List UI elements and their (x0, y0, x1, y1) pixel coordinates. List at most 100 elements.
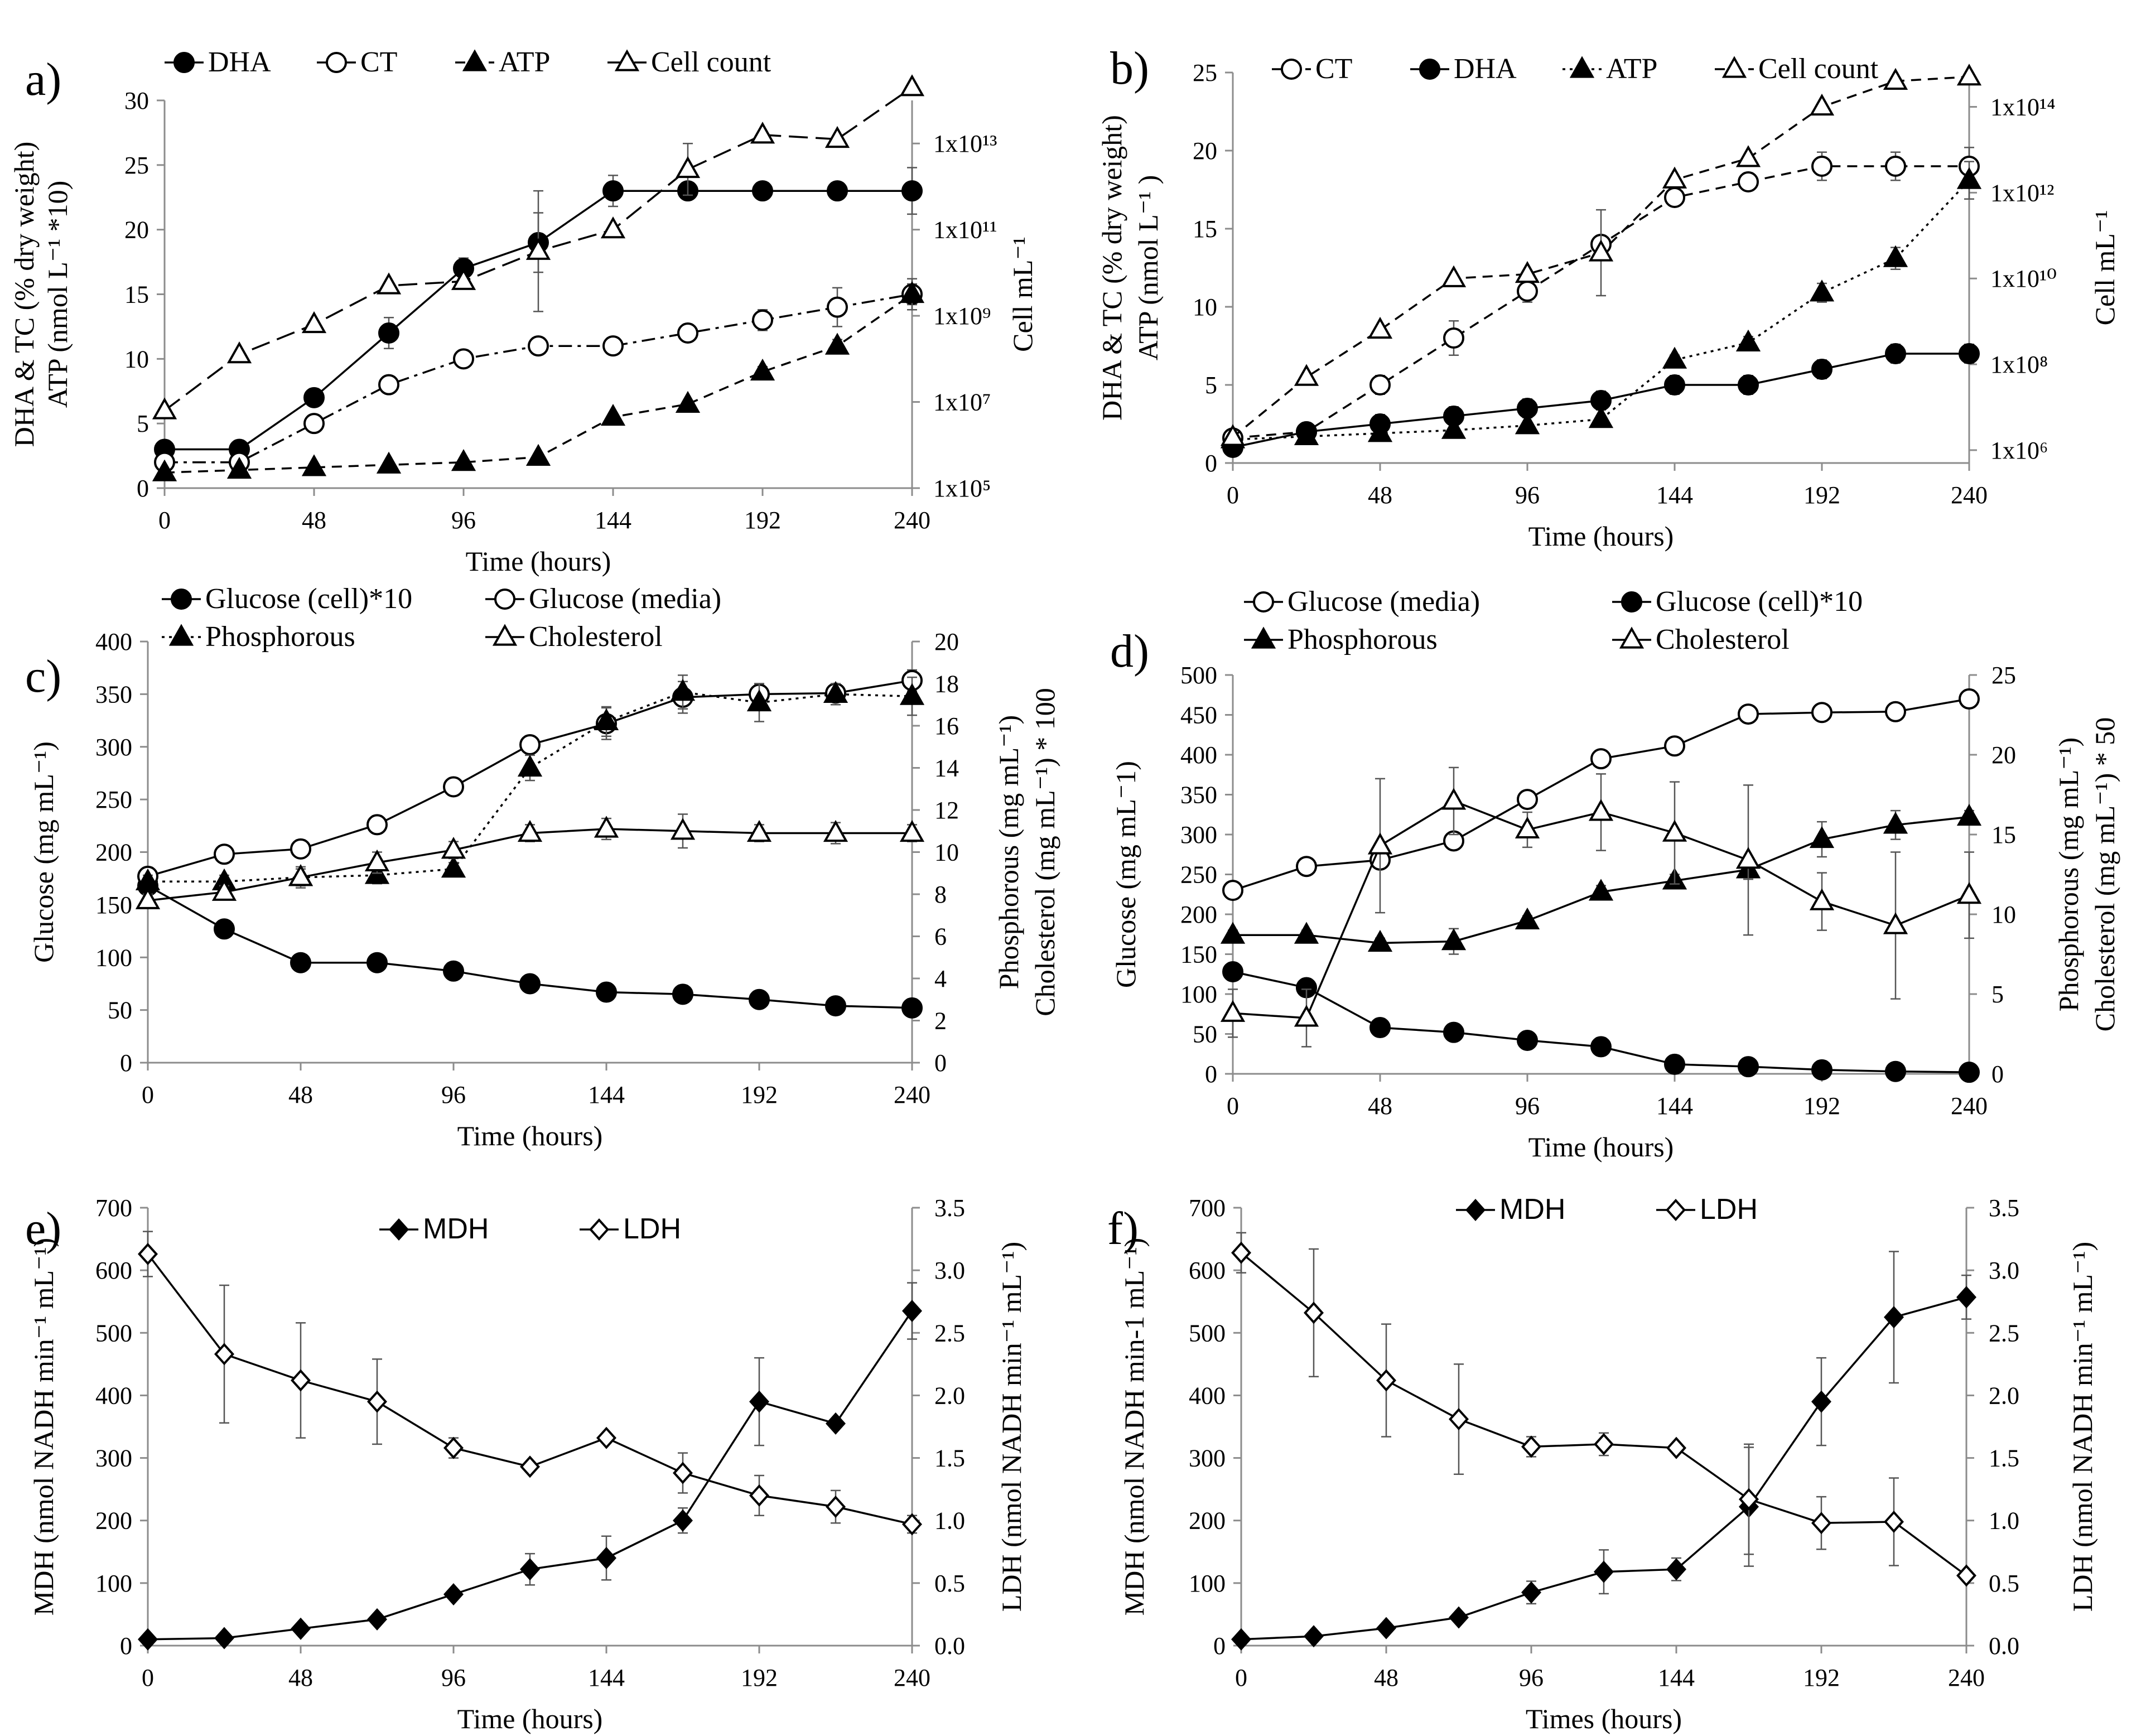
y-tick-label: 0 (1205, 1060, 1217, 1088)
y-axis-label: DHA & TC (% dry weight) (8, 142, 40, 447)
x-tick-label: 144 (588, 1081, 625, 1108)
data-point-5 (1588, 879, 1614, 901)
data-point-3 (1449, 1606, 1469, 1629)
panel-b-chart: b) 0 48 96 144 192 240 Time (hours) 0 5 10 15 20 25 1x… (1096, 42, 2120, 552)
x-tick-label: 96 (1519, 1664, 1544, 1691)
x-tick-label: 96 (1515, 1092, 1540, 1120)
y-tick-label: 700 (95, 1194, 132, 1222)
y-tick-label: 600 (95, 1257, 132, 1284)
data-point-7 (670, 818, 696, 840)
data-point-legend (614, 49, 640, 71)
data-point-2 (291, 1369, 311, 1392)
legend-item: Phosphorous (1244, 624, 1438, 655)
series-cell-count (152, 74, 925, 419)
y2-axis-label: Cell mL⁻¹ (1007, 237, 1038, 352)
panel-a-chart: a) 0 48 96 144 192 240 Time (hours) 0 5 10 15 20 25 30… (8, 46, 1038, 577)
data-point-5 (517, 819, 543, 842)
x-tick-label: 48 (1368, 1092, 1392, 1120)
x-axis-label: Time (hours) (466, 546, 611, 577)
x-tick-label: 144 (595, 507, 631, 534)
data-point-2 (291, 1617, 311, 1640)
data-point-7 (677, 322, 698, 344)
y2-tick-label: 0.5 (1989, 1570, 2019, 1597)
data-point-legend (1465, 1199, 1486, 1221)
data-point-2 (288, 864, 314, 886)
series-ldh (1231, 1232, 1976, 1587)
data-point-8 (1811, 1059, 1832, 1081)
data-point-1 (214, 843, 235, 865)
legend-item: LDH (1656, 1193, 1758, 1226)
legend: Glucose (cell)*10 Glucose (media) Phosphor… (162, 583, 721, 653)
data-point-9 (1883, 812, 1908, 834)
y-tick-label: 50 (1193, 1021, 1217, 1048)
data-point-legend (494, 589, 515, 610)
data-point-10 (902, 1300, 922, 1323)
y2-tick-label: 18 (934, 671, 959, 698)
data-point-2 (1376, 1369, 1396, 1392)
data-point-2 (1367, 420, 1393, 442)
y-tick-label: 300 (1180, 821, 1217, 848)
x-tick-label: 48 (302, 507, 326, 534)
data-point-4 (1515, 907, 1540, 930)
data-point-4 (443, 1436, 464, 1459)
y-axis-label: ATP (nmol L⁻¹ *10) (42, 181, 73, 408)
data-point-3 (376, 272, 402, 295)
data-point-5 (1588, 239, 1614, 262)
y-tick-label: 300 (95, 734, 132, 761)
y2-tick-label: 1x10⁷ (933, 389, 991, 416)
legend: DHA CT ATP Cell count (165, 46, 771, 78)
data-point-7 (1738, 171, 1759, 192)
series-line (1232, 179, 1970, 441)
legend-label: ATP (1606, 53, 1657, 85)
data-point-5 (1594, 1433, 1614, 1455)
y2-axis-label: Cholesterol (mg mL⁻¹) * 50 (2089, 717, 2120, 1032)
data-point-1 (1294, 423, 1319, 445)
y2-tick-label: 6 (934, 923, 947, 951)
data-point-8 (749, 1390, 769, 1413)
legend-label: Glucose (media) (1287, 586, 1480, 618)
y-tick-label: 200 (1189, 1507, 1226, 1535)
x-tick-label: 0 (158, 507, 171, 534)
y-tick-label: 100 (1180, 981, 1217, 1008)
data-point-4 (1517, 1029, 1538, 1051)
x-tick-label: 240 (894, 1664, 930, 1691)
data-point-6 (1666, 1558, 1686, 1581)
series-ct (154, 283, 923, 473)
data-point-9 (1884, 1510, 1904, 1533)
data-point-7 (1738, 703, 1759, 725)
y-tick-label: 200 (95, 839, 132, 866)
data-point-7 (670, 678, 696, 701)
legend-item: MDH (1456, 1193, 1565, 1226)
y-tick-label: 450 (1180, 702, 1217, 729)
y-axis-label: Glucose (mg mL⁻¹) (28, 741, 59, 963)
data-point-8 (1809, 279, 1835, 302)
x-tick-label: 144 (588, 1664, 625, 1691)
y2-tick-label: 25 (1991, 662, 2016, 689)
legend-item: ATP (455, 46, 550, 78)
legend-item: ATP (1563, 53, 1657, 85)
data-point-9 (825, 995, 846, 1017)
data-point-4 (443, 960, 464, 982)
data-point-legend (168, 624, 194, 646)
data-point-0 (1222, 880, 1243, 901)
data-point-5 (1588, 799, 1614, 821)
y2-tick-label: 1x10¹² (1990, 179, 2054, 206)
data-point-10 (1959, 343, 1980, 364)
data-point-9 (826, 1496, 846, 1518)
data-point-8 (1811, 156, 1832, 177)
legend-label: LDH (1700, 1193, 1758, 1226)
data-point-6 (596, 1426, 616, 1449)
data-point-7 (675, 390, 701, 413)
y-tick-label: 250 (95, 786, 132, 813)
y2-tick-label: 2 (934, 1007, 947, 1035)
legend: CT DHA ATP Cell count (1272, 53, 1879, 85)
data-point-8 (752, 180, 773, 202)
data-point-3 (366, 952, 388, 973)
legend-label: Phosphorous (1287, 624, 1438, 655)
data-point-4 (441, 856, 466, 878)
data-point-1 (1294, 922, 1319, 944)
data-point-7 (1739, 1488, 1759, 1511)
data-point-5 (1594, 1560, 1614, 1583)
